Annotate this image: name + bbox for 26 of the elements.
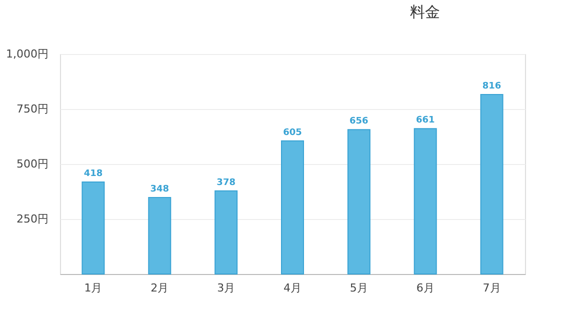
- data-label: 656: [350, 116, 368, 127]
- data-label: 816: [482, 81, 502, 92]
- data-label: 661: [416, 116, 435, 126]
- data-label: 418: [84, 169, 103, 180]
- y-tick-label: 750円: [16, 102, 48, 116]
- x-tick-label: 1月: [84, 282, 102, 294]
- data-label: 348: [150, 184, 170, 194]
- bar: [82, 182, 105, 274]
- x-tick-label: 6月: [416, 282, 434, 294]
- x-tick-label: 7月: [482, 282, 501, 294]
- chart-title: 料金: [410, 3, 440, 21]
- bar: [347, 129, 370, 274]
- bar: [414, 128, 437, 274]
- x-tick-label: 4月: [284, 282, 302, 294]
- y-tick-label: 250円: [16, 212, 48, 226]
- bar: [214, 190, 238, 274]
- data-label: 378: [216, 178, 236, 188]
- bar: [281, 140, 304, 274]
- data-label: 605: [283, 128, 302, 138]
- bar: [480, 94, 504, 274]
- x-tick-label: 2月: [150, 282, 169, 294]
- bar: [148, 196, 172, 274]
- y-tick-label: 1,000円: [6, 48, 48, 60]
- x-tick-label: 3月: [217, 282, 236, 294]
- y-tick-label: 500円: [16, 158, 48, 170]
- x-tick-label: 5月: [350, 282, 368, 294]
